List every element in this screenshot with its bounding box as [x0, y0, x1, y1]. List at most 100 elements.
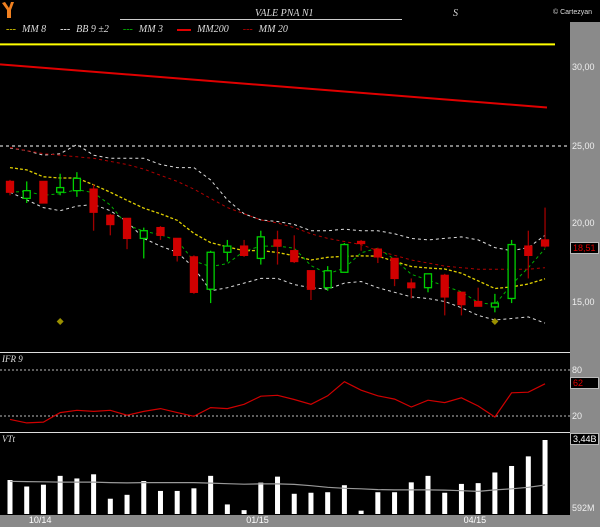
- legend-item: --- BB 9 ±2: [60, 24, 109, 35]
- last-volume-badge: 3,44B: [570, 433, 599, 445]
- candle-body: [490, 302, 500, 308]
- candle-body: [524, 245, 533, 256]
- candle-body: [440, 274, 449, 298]
- candle-body: [306, 270, 316, 290]
- candle-body: [189, 256, 199, 293]
- volume-panel-label: VTt: [2, 434, 16, 444]
- candle-body: [239, 245, 249, 256]
- legend-swatch: ---: [60, 24, 71, 35]
- candle-body: [156, 226, 165, 236]
- legend-item: --- MM 8: [6, 24, 46, 35]
- legend: --- MM 8 --- BB 9 ±2 --- MM 3 MM200 --- MM 20: [6, 24, 288, 35]
- legend-item: --- MM 20: [243, 24, 288, 35]
- candle-body: [173, 237, 182, 256]
- volume-bar: [40, 484, 46, 514]
- candle-body: [390, 257, 399, 280]
- candle-body: [457, 291, 466, 306]
- candle-body: [56, 186, 65, 193]
- candle-body: [340, 243, 349, 273]
- legend-label: MM 8: [22, 24, 47, 35]
- date-tick: 01/15: [246, 515, 269, 525]
- candle-body: [540, 239, 550, 247]
- price-axis-panel[interactable]: [570, 22, 600, 527]
- candle-body: [507, 243, 516, 300]
- candle-body: [407, 282, 416, 289]
- last-price-badge: 18,51: [570, 242, 599, 254]
- date-tick: 10/14: [28, 515, 52, 525]
- candle-body: [39, 180, 48, 204]
- price-tick: 15,00: [572, 297, 595, 307]
- candle-body: [206, 251, 215, 290]
- volume-bar: [392, 492, 398, 514]
- volume-bar: [191, 488, 197, 514]
- legend-label: MM200: [197, 24, 229, 35]
- legend-item: --- MM 3: [123, 24, 163, 35]
- candle-body: [474, 300, 483, 307]
- volume-bar: [325, 492, 331, 514]
- candle-body: [356, 240, 366, 245]
- volume-bar: [442, 492, 448, 514]
- ifr-tick: 20: [572, 411, 583, 421]
- volume-bar: [157, 490, 163, 514]
- last-ifr-badge: 62: [570, 377, 599, 389]
- mm200-line: [0, 63, 548, 109]
- volume-bar: [224, 504, 230, 514]
- candle-body: [256, 236, 265, 260]
- x-axis-band: [0, 515, 600, 527]
- candle-body: [290, 250, 299, 263]
- volume-bar: [91, 474, 97, 514]
- mm20-line: [9, 147, 546, 270]
- volume-average-line: [9, 480, 546, 493]
- volume-bar: [492, 472, 498, 514]
- volume-bar: [24, 486, 30, 514]
- period-label[interactable]: S: [453, 8, 458, 19]
- legend-item: MM200: [177, 24, 229, 35]
- mm8-line: [9, 166, 546, 290]
- volume-bar: [458, 483, 464, 514]
- legend-swatch: ---: [6, 24, 16, 35]
- legend-swatch: ---: [122, 24, 133, 35]
- candle-body: [22, 190, 31, 200]
- volume-tick: 592M: [572, 503, 595, 513]
- candle-body: [373, 248, 382, 258]
- ifr-line: [9, 380, 546, 424]
- price-tick: 20,00: [572, 218, 595, 228]
- volume-bar: [107, 498, 113, 514]
- signal-marker: [491, 318, 499, 326]
- legend-label: MM 20: [258, 24, 288, 35]
- volume-bar: [375, 492, 381, 514]
- volume-bar: [425, 475, 431, 514]
- volume-bar: [241, 510, 247, 514]
- bb-upper-band: [9, 143, 546, 252]
- legend-label: MM 3: [138, 24, 164, 35]
- ifr-panel-label: IFR 9: [2, 354, 23, 364]
- volume-bar: [358, 510, 364, 514]
- candle-body: [106, 214, 115, 226]
- volume-bar: [275, 476, 281, 514]
- candle-body: [122, 217, 132, 240]
- title-underline: [120, 19, 402, 20]
- candle-body: [72, 177, 82, 192]
- candle-body: [323, 270, 332, 289]
- legend-swatch: ---: [242, 24, 253, 35]
- chart-title: VALE PNA N1: [255, 8, 314, 19]
- volume-bar: [57, 475, 63, 514]
- candle-body: [139, 230, 148, 240]
- price-tick: 30,00: [572, 62, 595, 72]
- volume-bar: [525, 456, 531, 514]
- volume-bar: [542, 440, 548, 514]
- volume-bar: [408, 482, 414, 514]
- volume-bar: [141, 481, 147, 514]
- copyright: © Cartezyan: [553, 9, 593, 16]
- volume-bar: [475, 483, 481, 514]
- volume-bar: [308, 492, 314, 514]
- price-tick: 25,00: [572, 141, 595, 151]
- volume-bar: [258, 482, 264, 514]
- volume-bar: [124, 494, 130, 514]
- candle-body: [89, 188, 98, 213]
- legend-swatch: [177, 24, 192, 35]
- ifr-tick: 80: [572, 365, 583, 375]
- volume-bar: [291, 493, 297, 514]
- logo-icon: [1, 1, 15, 19]
- legend-label: BB 9 ±2: [76, 24, 109, 35]
